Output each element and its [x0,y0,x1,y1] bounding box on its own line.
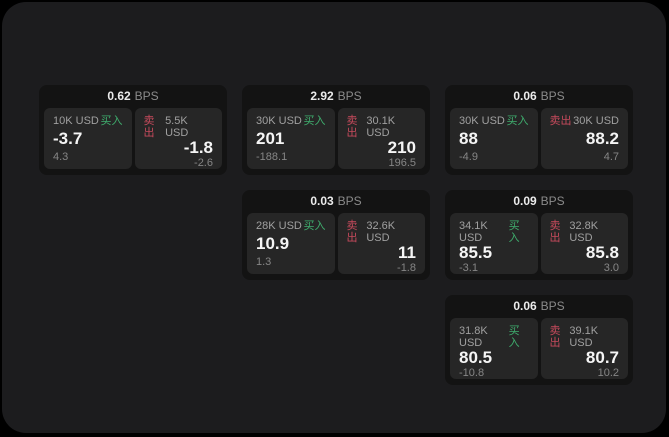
sell-amount: 5.5K USD [165,115,189,139]
sell-tag: 卖出 [346,220,358,244]
buy-amount: 31.8K USD [459,325,488,349]
spread-bps-unit: BPS [540,89,565,103]
sell-price: 85.8 [585,243,619,262]
buy-panel[interactable]: 31.8K USD 买入 80.5 -10.8 [450,318,538,379]
sell-delta: -2.6 [194,157,213,169]
buy-price: 201 [256,129,285,148]
sell-panel[interactable]: 卖出 32.6K USD 11 -1.8 [337,213,425,274]
sell-amount: 32.6K USD [366,220,396,244]
sell-amount: 32.8K USD [569,220,599,244]
spread-bps-value: 0.09 [513,194,537,208]
sell-tag: 卖出 [143,115,155,139]
card-header: 0.06 BPS [445,85,633,108]
sell-price: -1.8 [183,138,213,157]
spread-bps-value: 2.92 [310,89,334,103]
spread-bps-value: 0.03 [310,194,334,208]
card-header: 0.09 BPS [445,190,633,213]
buy-panel[interactable]: 30K USD 买入 201 -188.1 [247,108,335,169]
spread-bps-unit: BPS [337,89,362,103]
sell-price: 88.2 [585,129,619,148]
sell-delta: -1.8 [397,262,416,274]
sell-panel[interactable]: 卖出 30K USD 88.2 4.7 [540,108,628,169]
card-header: 0.62 BPS [39,85,227,108]
buy-amount: 10K USD [53,115,99,127]
card-header: 2.92 BPS [242,85,430,108]
buy-delta: -10.8 [459,367,485,379]
card-header: 0.03 BPS [242,190,430,213]
spread-bps-value: 0.62 [107,89,131,103]
buy-delta: -4.9 [459,151,478,163]
sell-tag: 卖出 [549,325,561,349]
quote-card: 0.09 BPS 34.1K USD 买入 85.5 -3.1 卖出 32.8K… [445,190,633,280]
card-header: 0.06 BPS [445,295,633,318]
spread-bps-unit: BPS [540,299,565,313]
sell-amount: 39.1K USD [569,325,599,349]
buy-price: 80.5 [459,348,493,367]
sell-price: 80.7 [585,348,619,367]
sell-panel[interactable]: 卖出 39.1K USD 80.7 10.2 [540,318,628,379]
quote-card: 0.62 BPS 10K USD 买入 -3.7 4.3 卖出 5.5K USD… [39,85,227,175]
sell-tag: 卖出 [549,220,561,244]
buy-price: 10.9 [256,234,290,253]
sell-delta: 3.0 [603,262,619,274]
buy-panel[interactable]: 10K USD 买入 -3.7 4.3 [44,108,132,169]
sell-delta: 196.5 [388,157,416,169]
sell-amount: 30K USD [573,115,619,127]
buy-amount: 34.1K USD [459,220,488,244]
buy-price: 88 [459,129,478,148]
sell-tag: 卖出 [346,115,358,139]
spread-bps-value: 0.06 [513,299,537,313]
sell-delta: 4.7 [603,151,619,163]
sell-price: 210 [387,138,416,157]
buy-tag: 买入 [506,115,529,127]
buy-tag: 买入 [508,220,520,244]
buy-amount: 28K USD [256,220,302,232]
buy-amount: 30K USD [256,115,302,127]
buy-price: 85.5 [459,243,493,262]
quote-card: 0.06 BPS 30K USD 买入 88 -4.9 卖出 30K USD 8… [445,85,633,175]
quote-card: 0.06 BPS 31.8K USD 买入 80.5 -10.8 卖出 39.1… [445,295,633,385]
buy-price: -3.7 [53,129,83,148]
spread-bps-unit: BPS [540,194,565,208]
buy-amount: 30K USD [459,115,505,127]
app-window: 0.62 BPS 10K USD 买入 -3.7 4.3 卖出 5.5K USD… [2,2,666,433]
buy-panel[interactable]: 28K USD 买入 10.9 1.3 [247,213,335,274]
buy-delta: -188.1 [256,151,288,163]
buy-tag: 买入 [303,115,326,127]
spread-bps-unit: BPS [134,89,159,103]
sell-tag: 卖出 [549,115,572,127]
buy-delta: 4.3 [53,151,69,163]
buy-tag: 买入 [100,115,123,127]
buy-panel[interactable]: 30K USD 买入 88 -4.9 [450,108,538,169]
spread-bps-value: 0.06 [513,89,537,103]
buy-panel[interactable]: 34.1K USD 买入 85.5 -3.1 [450,213,538,274]
quote-card: 0.03 BPS 28K USD 买入 10.9 1.3 卖出 32.6K US… [242,190,430,280]
buy-delta: -3.1 [459,262,478,274]
sell-price: 11 [398,243,416,262]
sell-panel[interactable]: 卖出 5.5K USD -1.8 -2.6 [134,108,222,169]
sell-panel[interactable]: 卖出 32.8K USD 85.8 3.0 [540,213,628,274]
sell-panel[interactable]: 卖出 30.1K USD 210 196.5 [337,108,425,169]
quote-card: 2.92 BPS 30K USD 买入 201 -188.1 卖出 30.1K … [242,85,430,175]
buy-tag: 买入 [508,325,520,349]
sell-amount: 30.1K USD [366,115,396,139]
sell-delta: 10.2 [597,367,619,379]
buy-delta: 1.3 [256,256,272,268]
buy-tag: 买入 [303,220,326,232]
spread-bps-unit: BPS [337,194,362,208]
